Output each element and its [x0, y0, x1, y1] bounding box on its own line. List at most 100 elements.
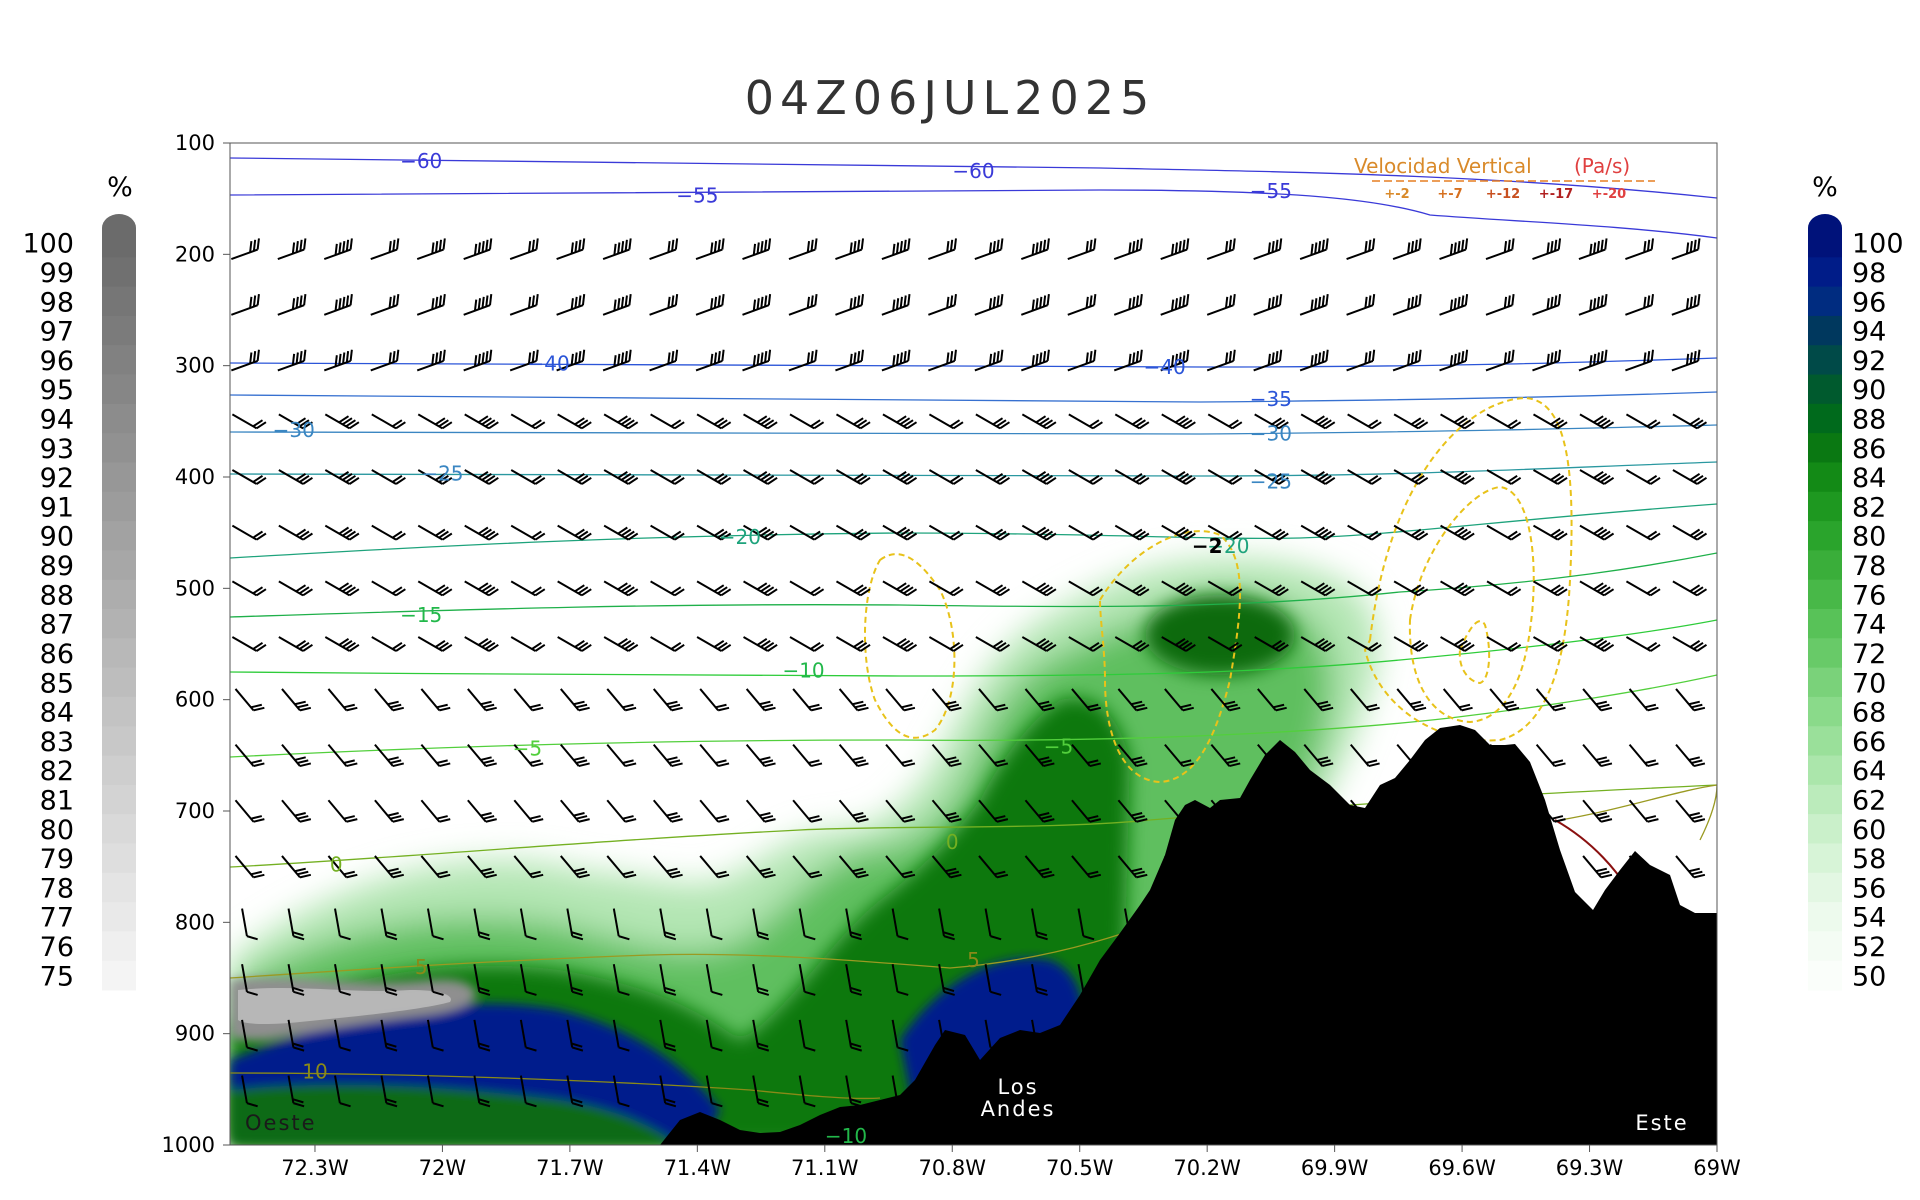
wind-barb [1068, 524, 1103, 541]
wind-barb [659, 908, 677, 941]
wind-barb [798, 1075, 816, 1108]
wind-barb [705, 964, 723, 996]
contour-label: −35 [1250, 387, 1292, 411]
wind-barb [510, 413, 546, 430]
wind-barb [1625, 469, 1661, 485]
wind-barb [1207, 469, 1243, 485]
wind-barb [1160, 293, 1190, 316]
wind-barb [743, 580, 778, 597]
wind-barb [323, 238, 353, 261]
legend-item: +-17 [1539, 187, 1573, 202]
contour-label: −60 [952, 159, 994, 183]
wind-barb [882, 413, 918, 430]
wind-barb [1729, 1074, 1745, 1108]
wind-barb [696, 469, 732, 485]
wind-barb [334, 1019, 351, 1052]
humidity-band-bottom [230, 1084, 680, 1145]
wind-barb [789, 636, 825, 652]
wind-barb [792, 855, 823, 879]
wind-barb [234, 855, 265, 879]
colorbar-swatch [1808, 814, 1842, 844]
colorbar-label: 81 [40, 786, 74, 817]
wind-barb [374, 688, 405, 712]
colorbar-label: 91 [40, 492, 74, 523]
colorbar-label: 66 [1852, 727, 1886, 758]
wind-barb [231, 469, 267, 485]
wind-barb [1021, 524, 1057, 541]
wind-barb [1253, 293, 1283, 316]
colorbar-swatch [1808, 931, 1842, 962]
colorbar-label: 60 [1852, 815, 1886, 846]
colorbar-label: 64 [1852, 756, 1886, 787]
colorbar-swatch [1808, 491, 1842, 522]
colorbar-unit: % [107, 172, 133, 203]
wind-barb [975, 636, 1011, 652]
wind-barb [699, 855, 730, 879]
wind-barb [743, 469, 778, 485]
wind-barb [467, 799, 497, 823]
colorbar-label: 100 [1852, 229, 1904, 260]
wind-barb [1485, 349, 1515, 372]
wind-barb [928, 349, 957, 372]
colorbar-swatch [1808, 286, 1842, 317]
wind-barb [1077, 908, 1095, 941]
colorbar-swatch [102, 814, 136, 844]
wind-barb [891, 964, 909, 996]
wind-barb [974, 238, 1004, 261]
wind-barb [975, 469, 1011, 485]
wind-barb [798, 964, 816, 996]
colorbar-swatch [102, 931, 136, 962]
colorbar-swatch [102, 374, 136, 405]
wind-barb [885, 743, 916, 768]
wind-barb [1020, 293, 1050, 316]
contour-label: −30 [273, 418, 315, 442]
contour-label: −10 [782, 659, 824, 683]
contour-label: −25 [421, 462, 463, 486]
wind-barb [1485, 238, 1515, 261]
colorbar-label: 50 [1852, 961, 1886, 992]
omega-contour-d [1408, 485, 1535, 724]
wind-barb [835, 636, 871, 652]
wind-barb [1578, 293, 1608, 316]
colorbar-label: 54 [1852, 903, 1886, 934]
wind-barb [1024, 799, 1055, 823]
colorbar-swatch [102, 843, 136, 874]
wind-barb [519, 908, 537, 941]
isotherm-minus20 [230, 503, 1717, 559]
wind-barb [231, 524, 267, 541]
wind-barb [835, 349, 865, 372]
wind-barb [1067, 238, 1097, 261]
wind-barb [835, 238, 865, 261]
wind-barb [1582, 799, 1613, 823]
colorbar-label: 86 [40, 639, 74, 670]
wind-barb [602, 349, 632, 372]
wind-barb [1439, 293, 1469, 316]
x-tick-label: 69.3W [1556, 1156, 1624, 1180]
isotherm-minus5 [230, 674, 1717, 758]
contour-label: 5 [415, 955, 428, 979]
colorbar-swatch [102, 521, 136, 551]
wind-barb [838, 688, 869, 712]
wind-barb [1729, 907, 1745, 941]
wind-barb [792, 688, 823, 712]
wind-barb [650, 636, 685, 652]
wind-barb [1486, 469, 1522, 485]
contour-label: −2 [1192, 534, 1223, 558]
wind-barb [417, 524, 453, 541]
wind-barb [1207, 580, 1243, 597]
colorbar-left: 1009998979695949392919089888786858483828… [22, 172, 136, 992]
wind-barb [1672, 469, 1708, 485]
colorbar-swatch [1808, 579, 1842, 610]
y-axis: 100 200 300 400 500 600 700 800 900 1000 [162, 131, 230, 1157]
wind-barb [278, 524, 313, 541]
colorbar-label: 92 [1852, 346, 1886, 377]
wind-barb [1114, 636, 1150, 652]
colorbar-swatch [1808, 843, 1842, 874]
colorbar-swatch [1808, 374, 1842, 405]
wind-barb [978, 799, 1009, 823]
wind-barb [1671, 238, 1701, 261]
wind-barb [649, 293, 679, 316]
colorbar-label: 75 [40, 961, 74, 992]
wind-barb [1532, 349, 1562, 372]
